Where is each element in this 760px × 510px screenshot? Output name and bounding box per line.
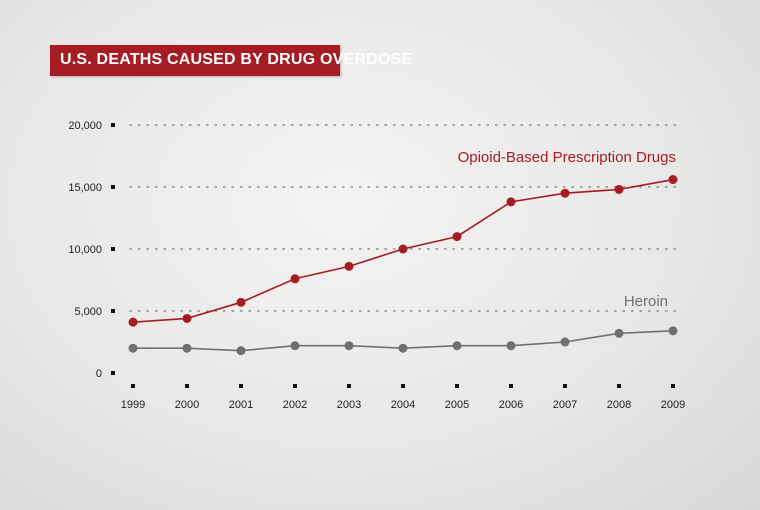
x-tick-mark — [347, 384, 351, 388]
data-point-opioid — [182, 313, 192, 323]
x-tick-mark — [563, 384, 567, 388]
x-tick-mark — [455, 384, 459, 388]
data-point-heroin — [614, 328, 624, 338]
data-point-opioid — [236, 297, 246, 307]
series-label-heroin: Heroin — [624, 293, 668, 310]
x-tick-label: 2001 — [229, 399, 253, 411]
data-point-heroin — [128, 343, 138, 353]
x-tick-mark — [293, 384, 297, 388]
data-point-opioid — [398, 244, 408, 254]
x-tick-mark — [185, 384, 189, 388]
x-tick-mark — [509, 384, 513, 388]
data-point-heroin — [290, 341, 300, 351]
y-tick-mark — [111, 185, 115, 189]
data-point-heroin — [182, 343, 192, 353]
y-tick-label: 0 — [96, 368, 102, 380]
x-axis: 1999 2000 2001 2002 2003 2004 2005 2006 2007 2008… — [121, 384, 685, 411]
x-tick-label: 2002 — [283, 399, 307, 411]
x-tick-mark — [131, 384, 135, 388]
x-tick-mark — [617, 384, 621, 388]
chart-title: U.S. DEATHS CAUSED BY DRUG OVERDOSE — [60, 51, 413, 68]
series-label-opioid: Opioid-Based Prescription Drugs — [458, 149, 676, 166]
data-point-heroin — [398, 343, 408, 353]
y-tick-mark — [111, 123, 115, 127]
x-tick-label: 2003 — [337, 399, 361, 411]
data-point-heroin — [506, 341, 516, 351]
x-tick-label: 2008 — [607, 399, 631, 411]
x-tick-mark — [401, 384, 405, 388]
data-point-heroin — [452, 341, 462, 351]
series-layer — [128, 175, 678, 356]
x-tick-label: 2007 — [553, 399, 577, 411]
y-tick-mark — [111, 371, 115, 375]
y-tick-label: 15,000 — [68, 182, 102, 194]
y-tick-mark — [111, 247, 115, 251]
x-tick-label: 2006 — [499, 399, 523, 411]
data-point-opioid — [668, 175, 678, 185]
data-point-opioid — [506, 197, 516, 207]
data-point-heroin — [344, 341, 354, 351]
chart-title-banner: U.S. DEATHS CAUSED BY DRUG OVERDOSE — [50, 45, 412, 76]
x-tick-mark — [671, 384, 675, 388]
data-point-opioid — [128, 317, 138, 327]
y-tick-label: 10,000 — [68, 244, 102, 256]
x-tick-mark — [239, 384, 243, 388]
y-tick-label: 5,000 — [74, 306, 102, 318]
x-tick-label: 2005 — [445, 399, 469, 411]
x-tick-label: 2000 — [175, 399, 199, 411]
y-tick-mark — [111, 309, 115, 313]
data-point-opioid — [344, 261, 354, 271]
data-point-heroin — [560, 337, 570, 347]
data-point-opioid — [452, 232, 462, 242]
x-tick-label: 2004 — [391, 399, 415, 411]
x-tick-label: 2009 — [661, 399, 685, 411]
y-axis: 20,000 15,000 10,000 5,000 0 — [68, 120, 115, 380]
data-point-opioid — [614, 184, 624, 194]
grid-lines — [129, 124, 681, 312]
y-tick-label: 20,000 — [68, 120, 102, 132]
series-labels: Opioid-Based Prescription Drugs Heroin — [458, 149, 676, 310]
x-tick-label: 1999 — [121, 399, 145, 411]
data-point-opioid — [560, 188, 570, 198]
data-point-heroin — [668, 326, 678, 336]
data-point-heroin — [236, 346, 246, 356]
data-point-opioid — [290, 274, 300, 284]
